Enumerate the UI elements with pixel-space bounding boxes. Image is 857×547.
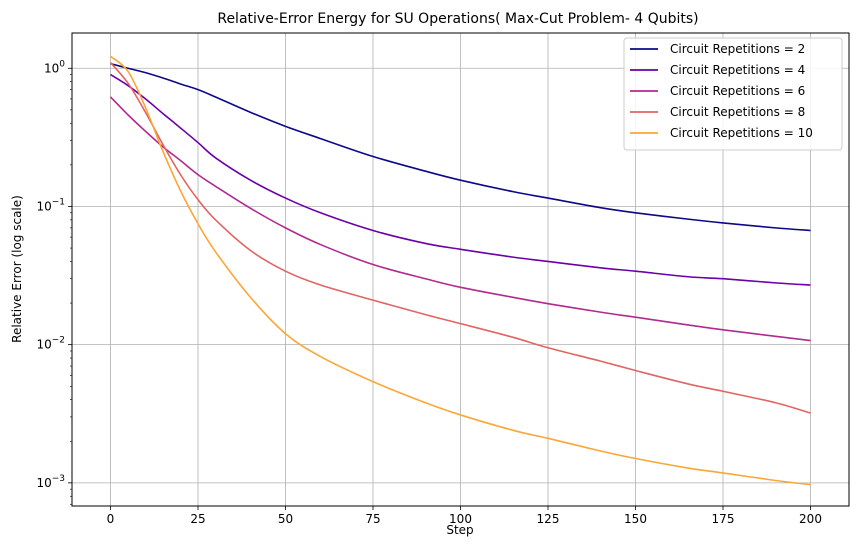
x-tick-label: 150 bbox=[624, 512, 647, 526]
x-tick-label: 0 bbox=[107, 512, 115, 526]
series-line-3 bbox=[109, 96, 811, 342]
x-tick-label: 100 bbox=[449, 512, 472, 526]
x-tick-label: 25 bbox=[190, 512, 205, 526]
series-line-1 bbox=[110, 62, 811, 232]
x-axis: 0 25 50 75 100 125 150 175 200 bbox=[107, 506, 822, 526]
legend: Circuit Repetitions = 2 Circuit Repetitio… bbox=[623, 37, 843, 151]
x-axis-label: Step bbox=[446, 523, 473, 537]
x-tick-label: 50 bbox=[278, 512, 293, 526]
legend-label: Circuit Repetitions = 4 bbox=[670, 63, 805, 77]
legend-label: Circuit Repetitions = 10 bbox=[670, 126, 813, 140]
y-tick-label: 10−1 bbox=[36, 197, 65, 213]
legend-label: Circuit Repetitions = 8 bbox=[670, 105, 805, 119]
series-group bbox=[109, 55, 811, 486]
series-line-2 bbox=[110, 73, 811, 286]
legend-label: Circuit Repetitions = 6 bbox=[670, 84, 805, 98]
legend-label: Circuit Repetitions = 2 bbox=[670, 42, 805, 56]
x-tick-label: 175 bbox=[712, 512, 735, 526]
x-tick-label: 75 bbox=[365, 512, 380, 526]
x-tick-label: 200 bbox=[799, 512, 822, 526]
legend-box bbox=[623, 37, 843, 151]
y-tick-label: 100 bbox=[44, 59, 65, 75]
y-tick-label: 10−3 bbox=[36, 474, 65, 490]
series-line-4 bbox=[109, 62, 811, 414]
chart-title: Relative-Error Energy for SU Operations(… bbox=[217, 11, 698, 27]
series-line-5 bbox=[109, 55, 811, 486]
y-axis: 100 10−1 10−2 10−3 bbox=[36, 59, 72, 505]
y-tick-label: 10−2 bbox=[36, 336, 65, 352]
x-tick-label: 125 bbox=[537, 512, 560, 526]
y-axis-label: Relative Error (log scale) bbox=[10, 195, 24, 343]
